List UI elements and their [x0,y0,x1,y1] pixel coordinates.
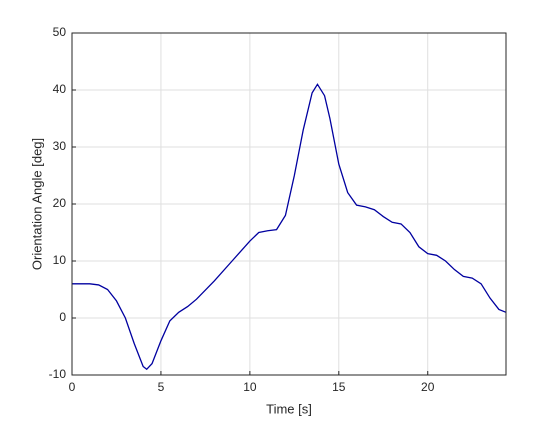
x-tick-label: 5 [158,380,165,394]
y-tick-label: 20 [53,196,67,210]
x-tick-label: 10 [243,380,257,394]
y-tick-label: 0 [59,310,66,324]
y-tick-label: 10 [53,253,67,267]
y-tick-label: 40 [53,82,67,96]
x-tick-label: 15 [332,380,346,394]
x-tick-label: 20 [421,380,435,394]
y-tick-label: 50 [53,25,67,39]
x-axis-label: Time [s] [266,401,312,416]
y-tick-label: 30 [53,139,67,153]
y-tick-label: -10 [49,367,67,381]
x-tick-label: 0 [69,380,76,394]
plot [72,83,507,371]
data-line [72,83,507,371]
y-axis-label: Orientation Angle [deg] [29,138,44,270]
